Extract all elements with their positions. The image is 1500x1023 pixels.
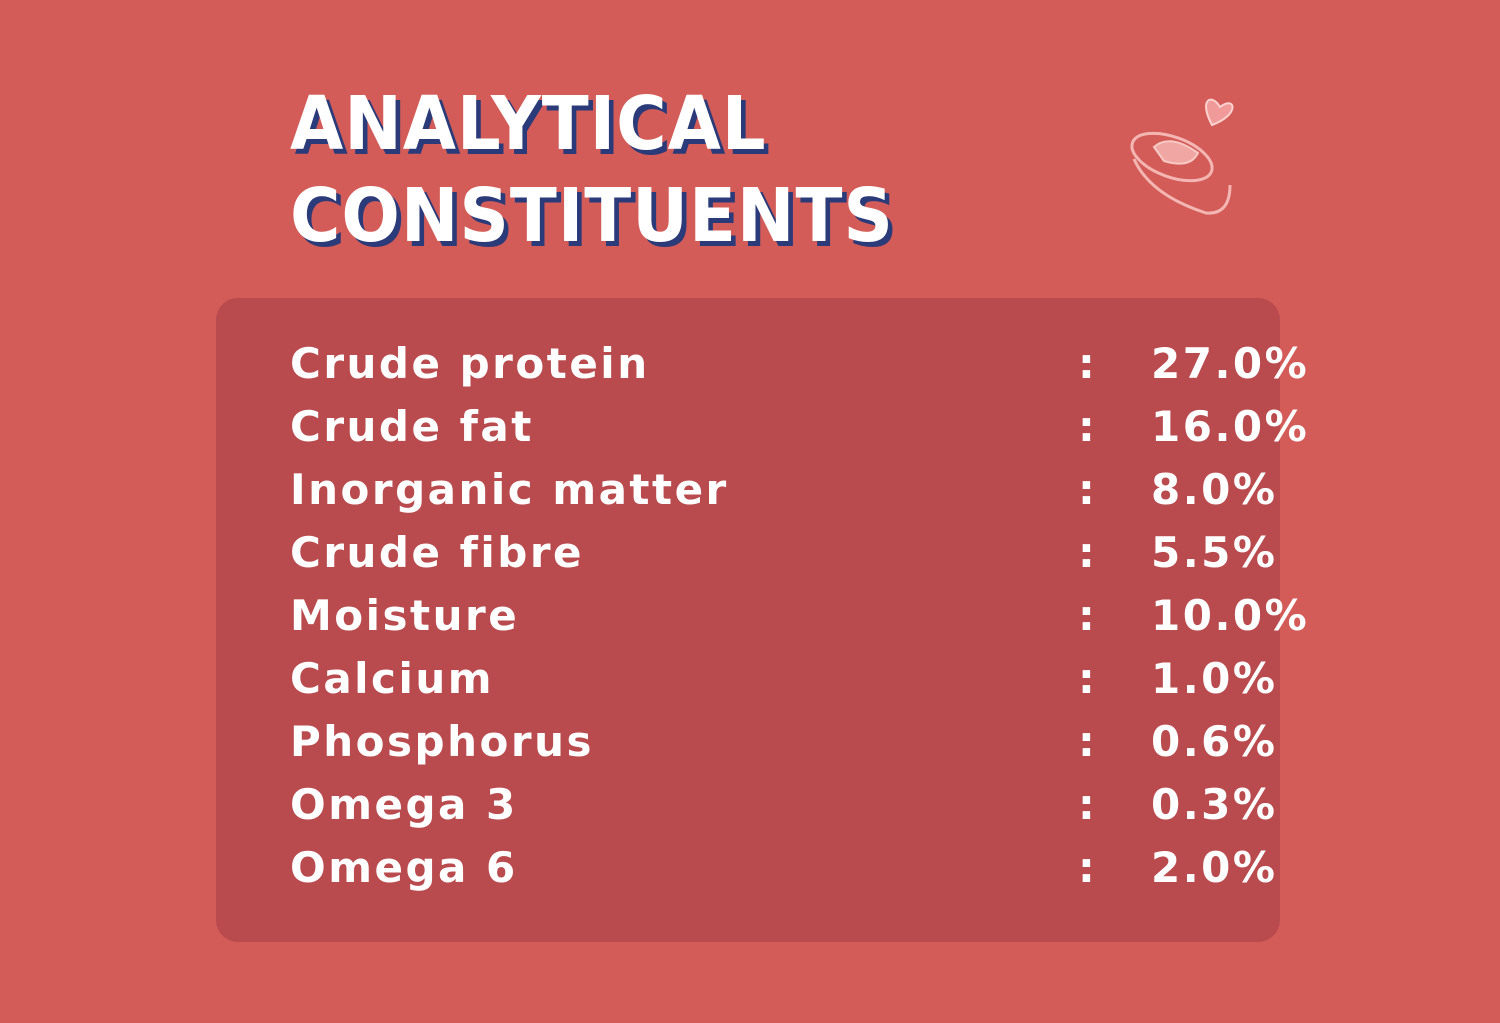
row-value: 27.0%	[1151, 339, 1310, 388]
constituents-panel: Crude protein: 27.0% Crude fat: 16.0% Inorga…	[216, 298, 1307, 942]
row-label: Crude fat	[290, 402, 534, 451]
row-label: Moisture	[290, 591, 520, 640]
row-value: 5.5%	[1151, 528, 1278, 577]
bowl-icon	[1130, 98, 1234, 215]
row-separator: :	[1078, 402, 1098, 451]
row-label: Crude protein	[290, 339, 650, 388]
row-label: Phosphorus	[290, 717, 594, 766]
table-row: Omega 6: 2.0%	[290, 836, 1280, 899]
table-row: Crude fibre: 5.5%	[290, 521, 1280, 584]
row-value: 0.3%	[1151, 780, 1278, 829]
row-label: Omega 3	[290, 780, 518, 829]
title-line: CONSTITUENTS	[290, 173, 894, 259]
row-value: 2.0%	[1151, 843, 1278, 892]
row-separator: :	[1078, 339, 1098, 388]
table-row: Moisture: 10.0%	[290, 584, 1307, 647]
table-row: Omega 3: 0.3%	[290, 773, 1280, 836]
row-separator: :	[1078, 528, 1098, 577]
table-row: Inorganic matter: 8.0%	[290, 458, 1280, 521]
row-value: 8.0%	[1151, 465, 1278, 514]
title-line: ANALYTICAL	[290, 81, 767, 167]
table-row: Crude protein: 27.0%	[290, 332, 1307, 395]
row-label: Calcium	[290, 654, 495, 703]
row-label: Omega 6	[290, 843, 518, 892]
row-value: 0.6%	[1151, 717, 1278, 766]
row-separator: :	[1078, 717, 1098, 766]
table-row: Phosphorus: 0.6%	[290, 710, 1280, 773]
row-value: 10.0%	[1151, 591, 1310, 640]
row-separator: :	[1078, 591, 1098, 640]
row-value: 16.0%	[1151, 402, 1310, 451]
title: ANALYTICAL CONSTITUENTS	[290, 78, 939, 262]
row-separator: :	[1078, 780, 1098, 829]
row-label: Inorganic matter	[290, 465, 729, 514]
row-separator: :	[1078, 465, 1098, 514]
row-label: Crude fibre	[290, 528, 585, 577]
table-row: Calcium: 1.0%	[290, 647, 1280, 710]
row-separator: :	[1078, 843, 1098, 892]
row-value: 1.0%	[1151, 654, 1278, 703]
row-separator: :	[1078, 654, 1098, 703]
table-row: Crude fat: 16.0%	[290, 395, 1307, 458]
